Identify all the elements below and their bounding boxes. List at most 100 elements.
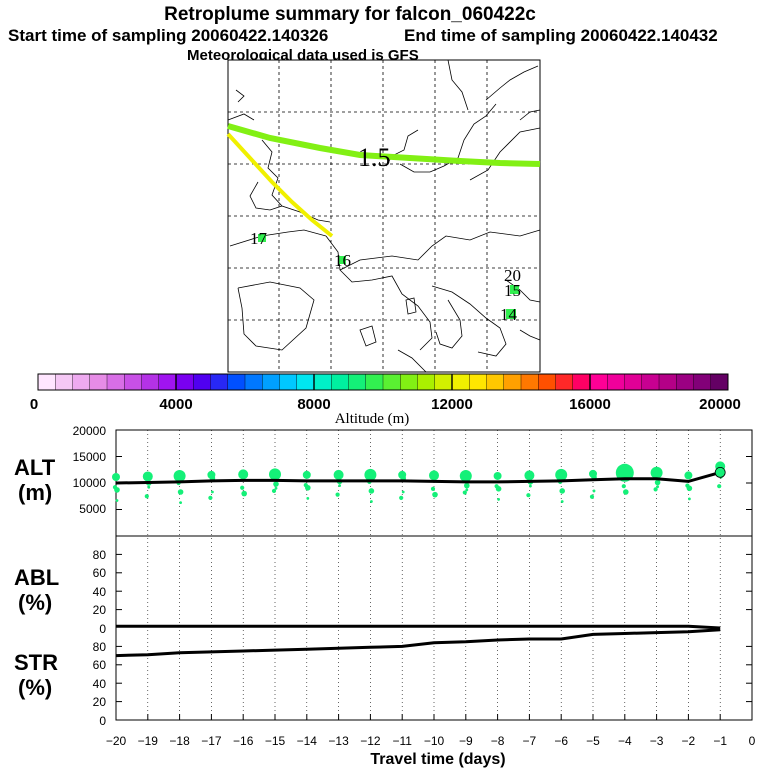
colorbar-title: Altitude (m) bbox=[335, 411, 410, 427]
str-panel-unit: (%) bbox=[18, 675, 52, 700]
x-tick-label: −17 bbox=[201, 734, 222, 748]
colorbar-swatch bbox=[572, 373, 591, 391]
colorbar-tick-label: 8000 bbox=[297, 396, 330, 413]
colorbar-swatch bbox=[658, 373, 677, 391]
altitude-plume-dot bbox=[429, 470, 439, 481]
alt-y-tick: 20000 bbox=[73, 424, 107, 438]
colorbar-tick-label: 20000 bbox=[699, 396, 741, 413]
x-tick-label: −15 bbox=[265, 734, 286, 748]
altitude-plume-dot bbox=[238, 469, 249, 480]
altitude-plume-dot bbox=[555, 468, 568, 481]
colorbar-swatch bbox=[193, 373, 211, 391]
colorbar-swatch bbox=[451, 373, 470, 391]
altitude-plume-dot bbox=[302, 470, 311, 479]
abl-panel-label: ABL bbox=[14, 565, 59, 590]
altitude-plume-dot bbox=[685, 483, 690, 488]
colorbar-swatch bbox=[244, 373, 263, 391]
altitude-plume-dot bbox=[654, 479, 661, 486]
series-line bbox=[115, 470, 721, 485]
altitude-plume-dot bbox=[173, 469, 186, 482]
plume-dot bbox=[338, 256, 346, 264]
x-tick-label: −19 bbox=[138, 734, 159, 748]
altitude-plume-dot bbox=[559, 488, 565, 494]
x-tick-label: −20 bbox=[106, 734, 127, 748]
x-tick-label: −18 bbox=[169, 734, 190, 748]
colorbar-swatch bbox=[589, 373, 608, 391]
altitude-plume-dot bbox=[368, 488, 375, 494]
colorbar-swatch bbox=[555, 373, 574, 391]
figure-title: Retroplume summary for falcon_060422c bbox=[164, 4, 536, 25]
altitude-plume-dot bbox=[433, 494, 437, 498]
alt-y-tick: 5000 bbox=[79, 502, 106, 516]
colorbar-swatch bbox=[417, 373, 436, 391]
x-tick-label: −2 bbox=[682, 734, 696, 748]
colorbar-swatch bbox=[175, 373, 194, 391]
abl-y-axis: 80 60 40 20 0 bbox=[93, 548, 107, 636]
altitude-plume-dot bbox=[208, 495, 213, 500]
altitude-plume-dot bbox=[650, 466, 663, 479]
altitude-colorbar bbox=[37, 373, 729, 391]
series-line bbox=[116, 624, 721, 630]
altitude-plume-dot bbox=[306, 496, 310, 500]
map-label-day: 1.5 bbox=[358, 143, 391, 172]
x-tick-label: −4 bbox=[618, 734, 632, 748]
map-label-day: 20 bbox=[504, 266, 521, 285]
altitude-plume-dot bbox=[112, 485, 118, 490]
x-tick-label: −12 bbox=[360, 734, 381, 748]
x-tick-label: −3 bbox=[650, 734, 664, 748]
x-tick-label: 0 bbox=[749, 734, 756, 748]
altitude-plume-dot bbox=[459, 469, 472, 482]
colorbar-swatch bbox=[607, 373, 625, 391]
colorbar-swatch bbox=[382, 373, 401, 391]
alt-panel-unit: (m) bbox=[18, 480, 52, 505]
colorbar-swatch bbox=[89, 373, 108, 391]
colorbar-tick-label: 16000 bbox=[569, 396, 611, 413]
altitude-plume-dot bbox=[465, 488, 469, 492]
plume-dot bbox=[510, 285, 519, 294]
colorbar-swatch bbox=[313, 373, 332, 391]
altitude-plume-dot bbox=[240, 485, 245, 490]
alt-y-tick: 10000 bbox=[73, 476, 107, 490]
colorbar-swatch bbox=[400, 373, 418, 391]
altitude-plume-dot bbox=[592, 489, 596, 493]
colorbar-swatch bbox=[141, 373, 160, 391]
altitude-plume-dot bbox=[621, 484, 626, 489]
altitude-plume-dot bbox=[401, 490, 405, 494]
x-tick-label: −14 bbox=[297, 734, 318, 748]
altitude-plume-dot bbox=[462, 490, 467, 495]
altitude-plume-dot bbox=[370, 500, 373, 503]
colorbar-swatch bbox=[365, 373, 384, 391]
altitude-endpoint-dot bbox=[714, 466, 726, 478]
altitude-plume-dot bbox=[115, 499, 119, 502]
altitude-plume-dot bbox=[335, 492, 340, 497]
map-label-day: 16 bbox=[334, 251, 351, 270]
abl-y-tick: 80 bbox=[93, 548, 107, 562]
map-label-day: 15 bbox=[504, 281, 521, 300]
colorbar-swatch bbox=[296, 373, 315, 391]
altitude-plume-dot bbox=[684, 471, 693, 480]
x-tick-label: −13 bbox=[328, 734, 349, 748]
colorbar-swatch bbox=[37, 373, 56, 391]
colorbar-tick-labels: 0 4000 8000 12000 16000 20000 bbox=[30, 396, 741, 413]
abl-y-tick: 60 bbox=[93, 566, 107, 580]
altitude-plume-dot bbox=[624, 491, 628, 495]
alt-panel-label: ALT bbox=[14, 455, 56, 480]
altitude-plume-dot bbox=[177, 489, 184, 495]
colorbar-swatch bbox=[486, 373, 505, 391]
x-tick-label: −11 bbox=[392, 734, 412, 748]
altitude-plume-dot bbox=[338, 484, 341, 488]
colorbar-tick-label: 0 bbox=[30, 396, 38, 413]
str-y-tick: 60 bbox=[93, 658, 107, 672]
altitude-plume-dot bbox=[464, 482, 470, 489]
altitude-plume-dot bbox=[656, 485, 659, 489]
altitude-plume-dot bbox=[524, 470, 535, 481]
abl-y-tick: 0 bbox=[99, 622, 106, 636]
altitude-plume-dot bbox=[430, 486, 436, 491]
colorbar-swatch bbox=[279, 373, 298, 391]
colorbar-swatch bbox=[348, 373, 367, 391]
altitude-plume-dot bbox=[589, 494, 595, 499]
altitude-plume-dot bbox=[179, 501, 183, 505]
colorbar-swatch bbox=[676, 373, 694, 391]
altitude-plume-dot bbox=[653, 487, 658, 492]
trajectory-map: 1.5 17 16 20 15 14 bbox=[226, 59, 541, 373]
